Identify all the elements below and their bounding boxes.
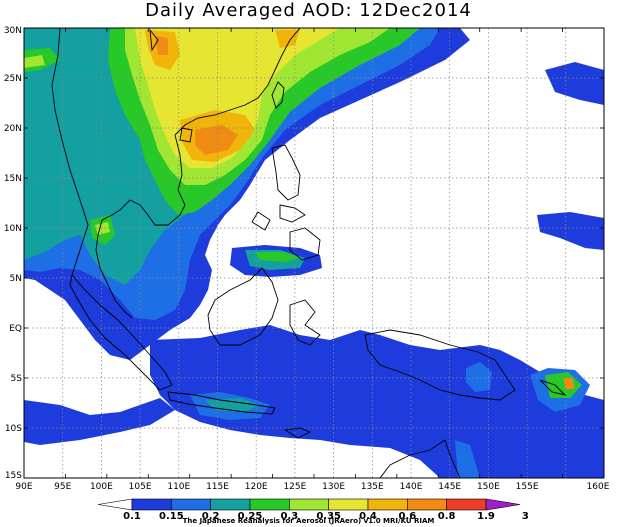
colorbar-box [249,498,290,511]
lon-tick-label: 125E [283,482,306,492]
coastline-sulawesi [289,299,321,346]
colorbar-label: 0.6 [398,511,416,522]
aod-region-green-east [545,372,582,398]
coastline-vietnam [147,134,186,226]
lon-tick-label: 105E [129,482,152,492]
lat-tick-label: 10S [5,424,22,434]
colorbar-label: 0.1 [123,511,141,522]
lat-tick-label: 30N [4,26,22,36]
aod-region-teal [24,28,210,285]
lon-tick-label: 140E [400,482,423,492]
colorbar: 0.1 0.15 0.2 0.25 0.3 0.35 0.4 0.6 0.8 1.9 3 [97,498,529,522]
lat-tick-labels: 30N 25N 20N 15N 10N 5N EQ 5S 10S 15S [4,26,22,481]
coastline-visayas [279,204,306,223]
lon-tick-label: 110E [167,482,190,492]
lat-tick-label: 10N [4,224,22,234]
colorbar-over-triangle [485,498,521,511]
coastline-mindanao [289,227,321,261]
aod-region-orange3 [275,30,300,48]
aod-region-low-pacific [537,212,604,250]
lon-tick-label: 135E [361,482,384,492]
colorbar-label: 3 [522,511,529,522]
colorbar-label: 0.35 [316,511,341,522]
map-title: Daily Averaged AOD: 12Dec2014 [145,0,472,21]
coastline-palawan [251,211,271,231]
colorbar-box [328,498,369,511]
coastline-solomon [539,379,567,396]
colorbar-box [289,498,329,511]
aod-region-mid-east [466,362,492,392]
colorbar-label: 0.4 [359,511,377,522]
coastline-taiwan [271,81,285,109]
colorbar-box [171,498,211,511]
colorbar-label: 0.8 [438,511,456,522]
lon-tick-label: 120E [245,482,268,492]
coastline-new-guinea [364,329,516,401]
colorbar-box [210,498,251,511]
coastline-myanmar [51,28,89,276]
coastline-malay-peninsula [95,219,133,319]
aod-region-low-ne [545,62,604,105]
coastline-java [167,391,276,415]
aod-region-darkorange [155,36,168,55]
colorbar-label: 0.15 [159,511,184,522]
lon-tick-label: 100E [90,482,113,492]
colorbar-label: 1.9 [477,511,495,522]
aod-region-mid-far [455,440,480,478]
lat-tick-label: 5S [11,374,23,384]
colorbar-label: 0.25 [238,511,263,522]
coastlines [51,28,567,478]
lon-tick-label: 115E [206,482,229,492]
lon-tick-label: 95E [54,482,71,492]
coastline-gulf-thailand [101,199,149,221]
aod-region-low-south [150,325,604,478]
lon-tick-label: 150E [477,482,500,492]
coastline-china [174,28,301,136]
lat-tick-label: 25N [4,74,22,84]
coastline-luzon [271,144,301,201]
aod-region-darkorange2 [195,125,238,155]
tick-marks [23,27,605,479]
lon-tick-label: 90E [15,482,32,492]
lat-tick-label: 15S [5,471,22,481]
lon-tick-label: 145E [438,482,461,492]
coastline-timor [283,427,312,439]
credit-text: The Japanese Reanalysis for Aerosol (JRA… [182,517,435,525]
coastline-sumatra [69,274,173,391]
aod-field [24,28,604,478]
colorbar-box [367,498,408,511]
colorbar-label: 0.2 [202,511,220,522]
coastline-borneo [207,267,279,346]
aod-region-green-mid [255,252,300,262]
coastline-hainan-west [149,28,159,52]
coastline-australia [379,439,461,478]
colorbar-box [407,498,447,511]
colorbar-under-triangle [97,498,133,511]
colorbar-label: 0.3 [280,511,298,522]
colorbar-box [131,498,172,511]
aod-region-low-southwest [24,398,175,445]
lon-tick-label: 130E [322,482,345,492]
graticule [24,28,604,478]
colorbar-box [446,498,487,511]
coastline-hainan [179,127,193,143]
lon-tick-label: 155E [516,482,539,492]
lon-tick-label: 160E [587,482,610,492]
lon-tick-labels: 90E 95E 100E 105E 110E 115E 120E 125E 13… [15,482,609,492]
lat-tick-label: 20N [4,124,22,134]
aod-region-lightgreen-west [24,55,45,68]
lat-tick-label: EQ [9,324,22,334]
lat-tick-label: 5N [10,274,22,284]
lat-tick-label: 15N [4,174,22,184]
